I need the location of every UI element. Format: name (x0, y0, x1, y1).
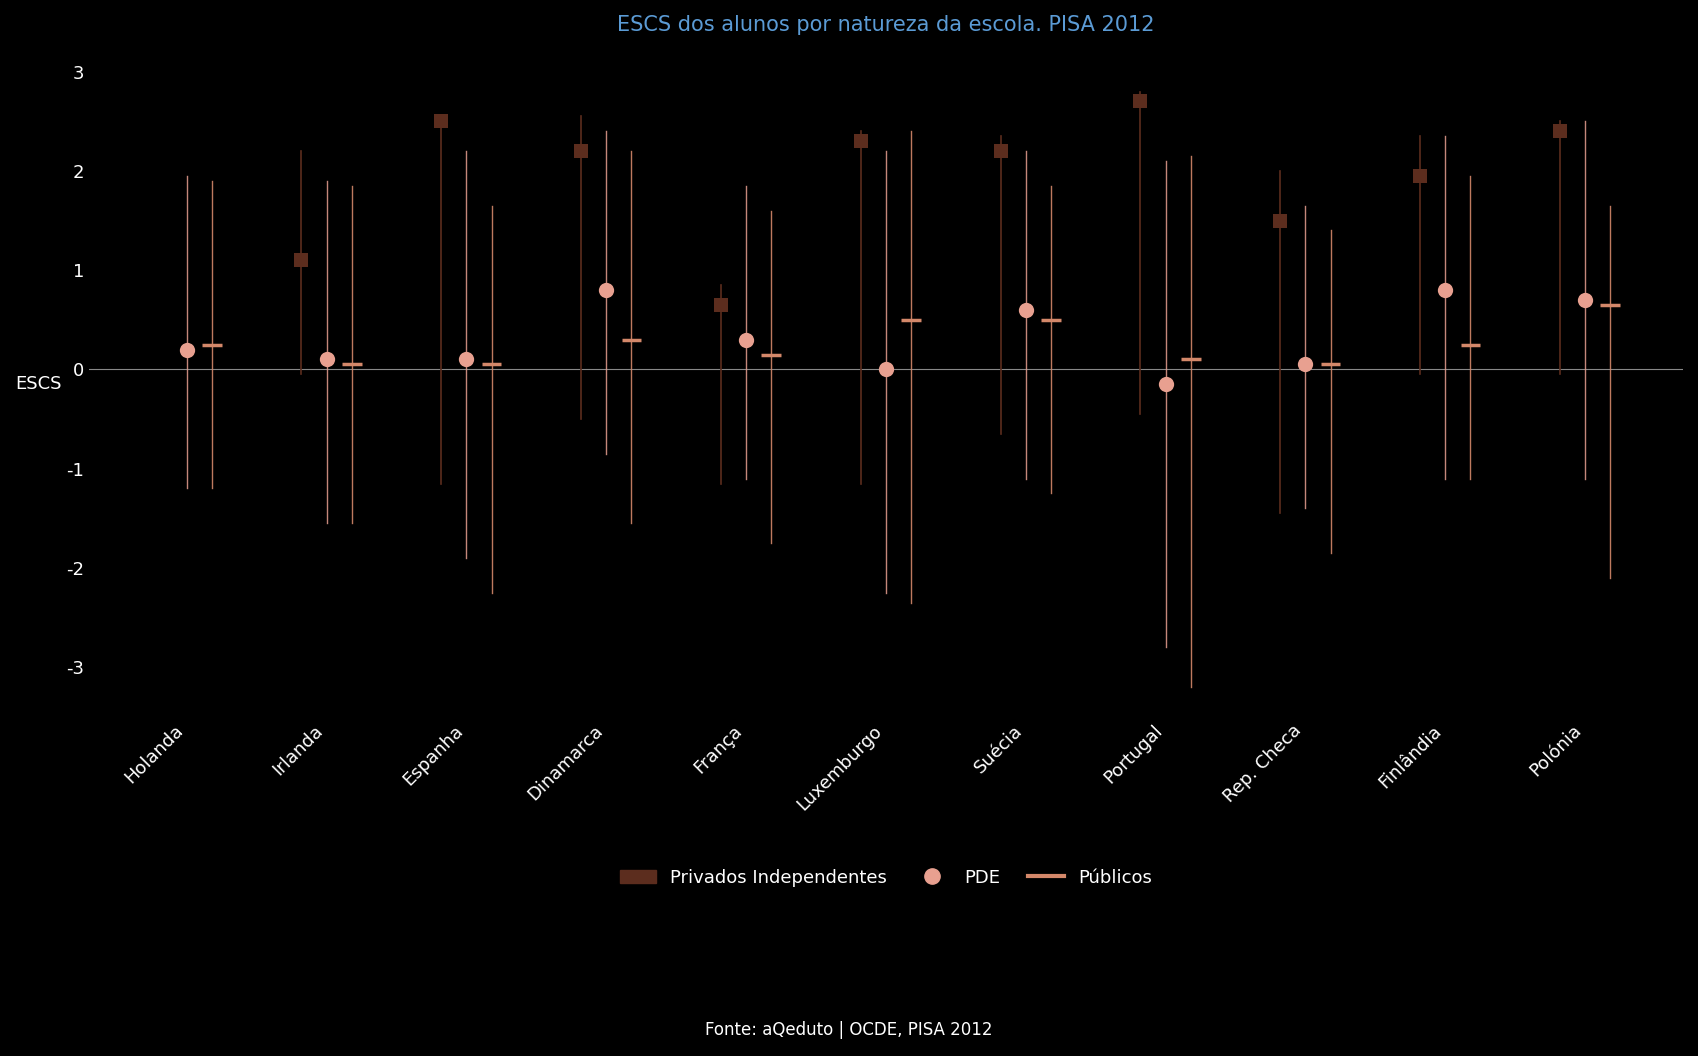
Text: Fonte: aQeduto | OCDE, PISA 2012: Fonte: aQeduto | OCDE, PISA 2012 (705, 1021, 993, 1039)
Legend: Privados Independentes, PDE, Públicos: Privados Independentes, PDE, Públicos (613, 862, 1160, 894)
Y-axis label: ESCS: ESCS (15, 375, 61, 393)
Title: ESCS dos alunos por natureza da escola. PISA 2012: ESCS dos alunos por natureza da escola. … (616, 15, 1155, 35)
